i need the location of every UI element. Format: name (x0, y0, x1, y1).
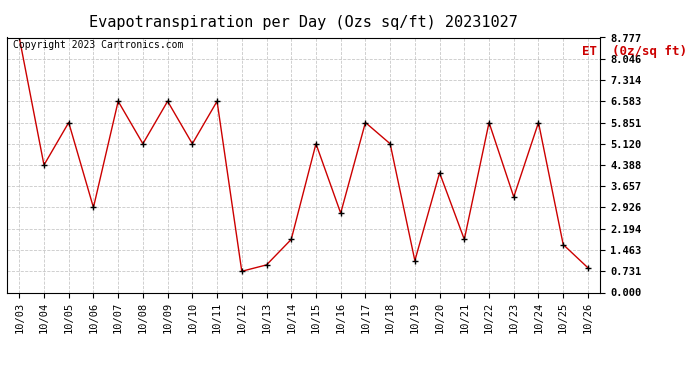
Text: Evapotranspiration per Day (Ozs sq/ft) 20231027: Evapotranspiration per Day (Ozs sq/ft) 2… (89, 15, 518, 30)
Text: Copyright 2023 Cartronics.com: Copyright 2023 Cartronics.com (13, 40, 184, 50)
Text: ET  (0z/sq ft): ET (0z/sq ft) (582, 45, 687, 58)
